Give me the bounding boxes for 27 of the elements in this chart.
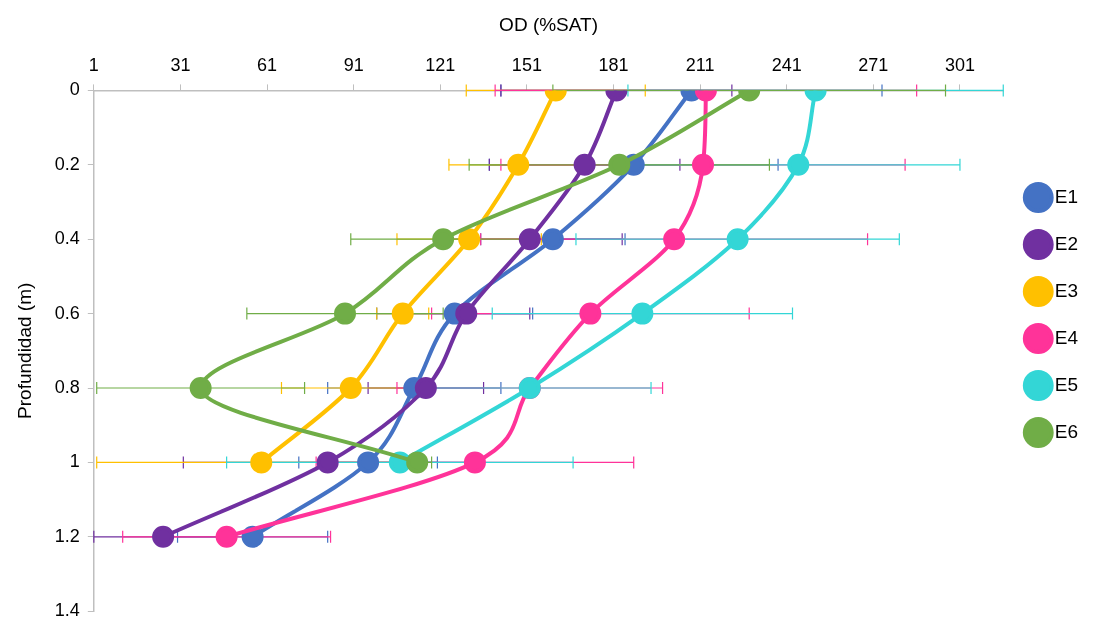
y-tick-label: 0.4	[54, 228, 80, 249]
x-tick-label: 31	[170, 54, 191, 75]
y-tick-label: 1.2	[54, 525, 80, 546]
y-tick-label: 0	[69, 79, 80, 100]
y-axis-title: Profundidad (m)	[13, 282, 35, 419]
legend-label: E3	[1054, 279, 1079, 301]
x-tick-label: 1	[88, 54, 99, 75]
x-tick-label: 151	[511, 54, 542, 75]
x-tick-label: 241	[771, 54, 802, 75]
x-axis-title: OD (%SAT)	[499, 13, 598, 35]
x-tick-label: 91	[343, 54, 364, 75]
y-tick-label: 0.2	[54, 153, 80, 174]
legend-label: E2	[1054, 232, 1079, 254]
y-tick-label: 0.8	[54, 376, 80, 397]
legend-label: E1	[1054, 185, 1079, 207]
legend-label: E5	[1054, 373, 1079, 395]
y-tick-label: 1.4	[54, 600, 80, 621]
x-tick-label: 211	[685, 54, 715, 75]
x-tick-label: 271	[858, 54, 889, 75]
x-tick-label: 181	[598, 54, 629, 75]
legend-label: E4	[1054, 326, 1079, 348]
legend-label: E6	[1054, 420, 1079, 442]
x-tick-label: 301	[944, 54, 975, 75]
y-tick-label: 0.6	[54, 302, 80, 323]
x-tick-label: 121	[425, 54, 456, 75]
x-tick-label: 61	[257, 54, 278, 75]
y-tick-label: 1	[69, 451, 80, 472]
